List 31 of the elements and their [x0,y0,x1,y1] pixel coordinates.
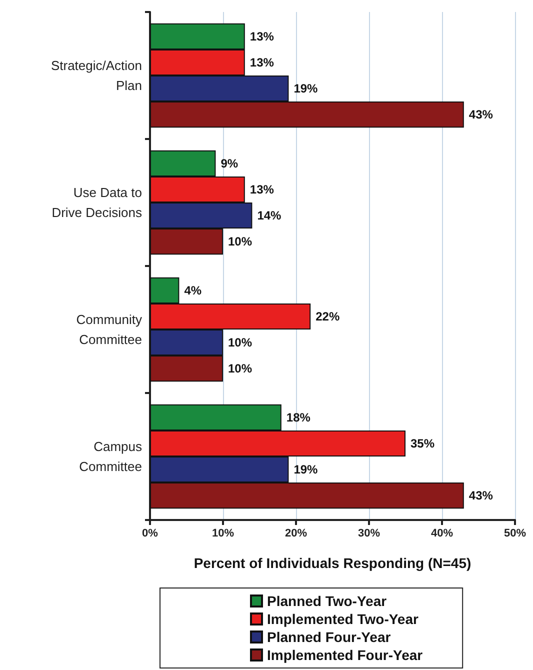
x-axis-title: Percent of Individuals Responding (N=45) [194,555,472,571]
y-tick-label: Strategic/Action Plan [50,58,142,93]
data-label: 13% [250,55,274,70]
data-label: 43% [468,108,494,122]
x-tick-label: 0% [142,528,158,540]
data-label: 10% [228,362,252,376]
data-label: 22% [316,309,340,324]
data-label: 4% [184,283,202,298]
y-tick-label: Use Data to Drive Decisions [52,185,142,220]
legend-label: Implemented Two-Year [267,611,419,627]
data-label: 35% [410,436,435,450]
y-tick-label: Campus Committee [79,439,142,474]
legend-label: Planned Four-Year [267,629,392,645]
data-label: 9% [220,156,238,170]
legend-label: Planned Two-Year [267,593,388,609]
x-tick-label: 40% [430,528,454,540]
data-label: 13% [250,29,274,44]
data-label: 43% [468,488,494,503]
data-label: 13% [250,182,274,196]
x-tick-label: 50% [504,528,526,540]
x-tick-label: 30% [358,528,380,540]
x-tick-label: 20% [284,528,308,540]
y-tick-label: Community Committee [76,312,142,347]
data-label: 18% [286,410,311,424]
x-tick-label: 10% [212,528,234,540]
data-label: 10% [228,336,252,350]
data-label: 14% [257,208,282,223]
data-label: 19% [294,82,318,96]
data-label: 10% [228,234,252,249]
legend-label: Implemented Four-Year [267,647,424,663]
data-label: 19% [294,462,318,477]
